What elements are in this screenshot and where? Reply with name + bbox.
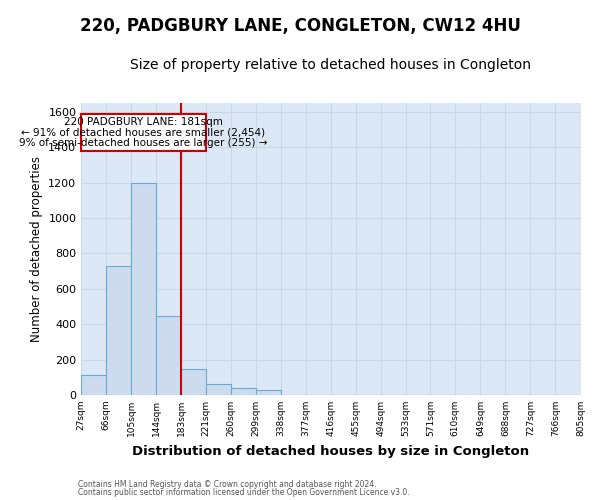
Title: Size of property relative to detached houses in Congleton: Size of property relative to detached ho…	[130, 58, 532, 71]
X-axis label: Distribution of detached houses by size in Congleton: Distribution of detached houses by size …	[133, 444, 529, 458]
Y-axis label: Number of detached properties: Number of detached properties	[30, 156, 43, 342]
Text: 220, PADGBURY LANE, CONGLETON, CW12 4HU: 220, PADGBURY LANE, CONGLETON, CW12 4HU	[80, 18, 520, 36]
Text: 9% of semi-detached houses are larger (255) →: 9% of semi-detached houses are larger (2…	[19, 138, 268, 148]
Bar	[231, 388, 256, 395]
Bar	[206, 384, 231, 395]
Bar	[81, 376, 106, 395]
FancyBboxPatch shape	[81, 114, 206, 151]
Bar	[131, 183, 157, 395]
Bar	[106, 266, 131, 395]
Bar	[181, 370, 206, 395]
Bar	[256, 390, 281, 395]
Text: Contains public sector information licensed under the Open Government Licence v3: Contains public sector information licen…	[78, 488, 410, 497]
Text: ← 91% of detached houses are smaller (2,454): ← 91% of detached houses are smaller (2,…	[22, 128, 266, 138]
Text: 220 PADGBURY LANE: 181sqm: 220 PADGBURY LANE: 181sqm	[64, 117, 223, 127]
Bar	[157, 316, 181, 395]
Text: Contains HM Land Registry data © Crown copyright and database right 2024.: Contains HM Land Registry data © Crown c…	[78, 480, 377, 489]
